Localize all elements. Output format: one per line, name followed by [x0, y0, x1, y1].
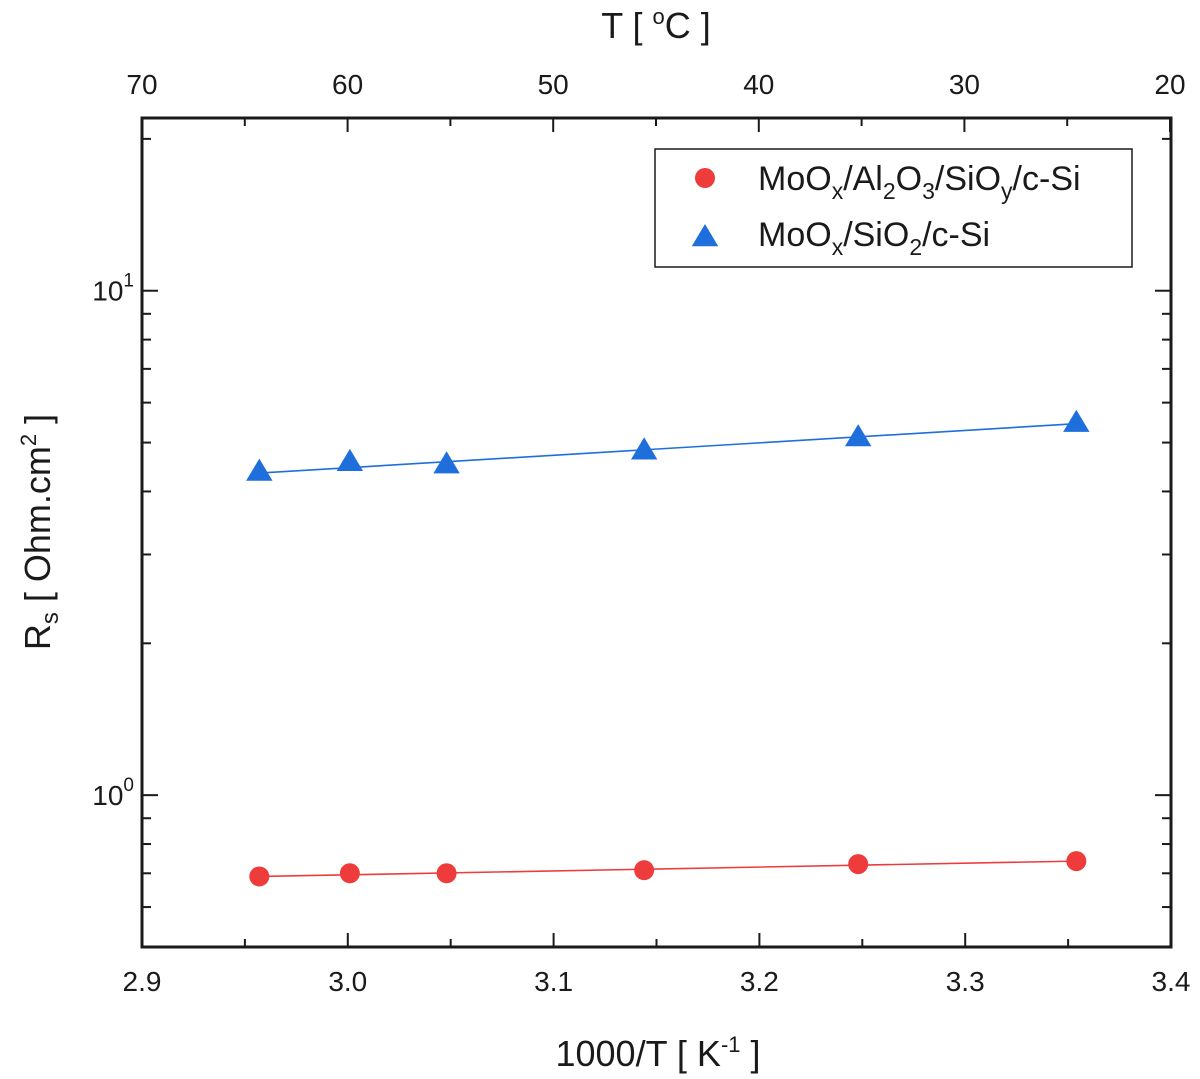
data-point-triangle — [433, 451, 460, 474]
x-tick-label: 3.1 — [534, 966, 573, 997]
x-tick-label: 3.4 — [1152, 966, 1191, 997]
legend-marker-triangle — [691, 224, 719, 247]
x-tick-label: 3.0 — [328, 966, 367, 997]
data-point-circle — [634, 860, 655, 881]
legend-entry-2: MoOx/SiO2/c-Si — [758, 216, 990, 260]
data-point-circle — [249, 866, 270, 887]
legend-entry-1: MoOx/Al2O3/SiOy/c-Si — [758, 160, 1081, 204]
fit-line — [259, 422, 1077, 474]
data-point-circle — [848, 854, 869, 875]
x-tick-label: 3.2 — [740, 966, 779, 997]
y-tick-label: 100 — [92, 775, 134, 811]
data-point-triangle — [844, 424, 872, 447]
data-point-circle — [436, 863, 457, 884]
top-tick-label: 30 — [949, 69, 980, 100]
data-point-triangle — [630, 437, 658, 460]
top-tick-label: 40 — [743, 69, 774, 100]
top-axis-title: T [ oC ] — [601, 4, 711, 46]
x-axis-title: 1000/T [ K-1 ] — [555, 1032, 760, 1074]
top-axis: 70 60 50 40 30 20 — [126, 69, 1186, 132]
data-point-circle — [339, 863, 360, 884]
top-tick-label: 60 — [332, 69, 363, 100]
data-point-triangle — [336, 448, 364, 472]
fit-lines — [259, 422, 1077, 878]
legend: MoOx/Al2O3/SiOy/c-Si MoOx/SiO2/c-Si — [654, 148, 1133, 268]
x-axis: 2.9 3.0 3.1 3.2 3.3 3.4 — [123, 933, 1191, 997]
data-point-triangle — [246, 458, 273, 481]
y-axis-title: Rs [ Ohm.cm2 ] — [16, 414, 64, 650]
legend-marker-circle — [695, 168, 715, 188]
top-tick-label: 20 — [1154, 69, 1185, 100]
data-markers — [246, 409, 1090, 887]
top-tick-label: 70 — [126, 69, 157, 100]
data-point-triangle — [1063, 409, 1090, 432]
x-tick-label: 2.9 — [123, 966, 162, 997]
legend-box — [654, 148, 1133, 268]
top-tick-label: 50 — [538, 69, 569, 100]
x-tick-label: 3.3 — [946, 966, 985, 997]
y-tick-label: 101 — [92, 271, 134, 307]
y-axis: 100 101 — [92, 137, 1171, 909]
fit-line — [259, 860, 1077, 878]
data-point-circle — [1066, 851, 1087, 872]
